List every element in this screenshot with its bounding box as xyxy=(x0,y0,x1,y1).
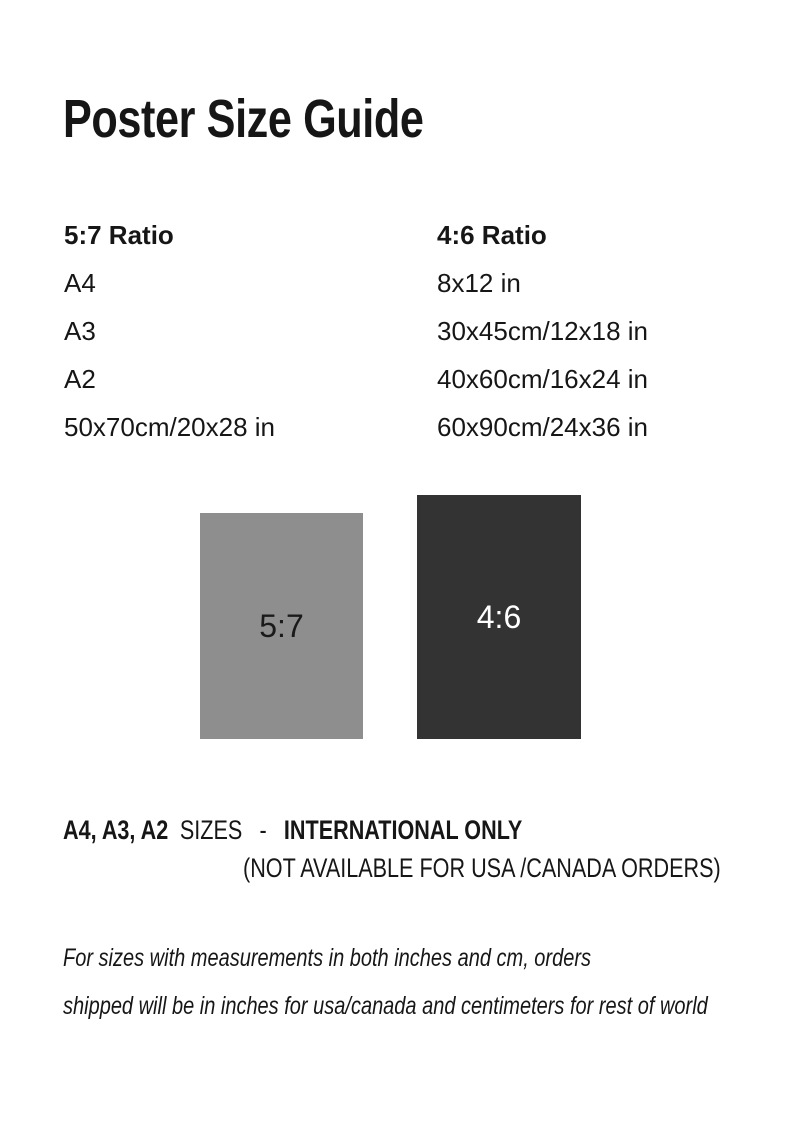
page-title: Poster Size Guide xyxy=(63,89,424,149)
ratio-preview-4-6: 4:6 xyxy=(417,495,581,739)
availability-highlight: INTERNATIONAL ONLY xyxy=(283,815,523,845)
shipping-note: For sizes with measurements in both inch… xyxy=(63,946,794,1019)
column-header-4-6: 4:6 Ratio xyxy=(437,220,547,250)
availability-separator: - xyxy=(259,815,267,845)
size-item: 8x12 in xyxy=(437,268,521,298)
ratio-column-5-7: 5:7 Ratio A4 A3 A2 50x70cm/20x28 in xyxy=(64,222,275,462)
availability-sizes-word: SIZES xyxy=(179,815,243,845)
size-item: 50x70cm/20x28 in xyxy=(64,412,276,442)
availability-note-line2: (NOT AVAILABLE FOR USA /CANADA ORDERS) xyxy=(243,853,721,883)
size-item: A3 xyxy=(64,316,96,346)
shipping-note-line1: For sizes with measurements in both inch… xyxy=(63,944,591,972)
ratio-preview-label-5-7: 5:7 xyxy=(259,608,304,644)
ratio-column-4-6: 4:6 Ratio 8x12 in 30x45cm/12x18 in 40x60… xyxy=(437,222,648,462)
availability-note-line1: A4, A3, A2 SIZES - INTERNATIONAL ONLY xyxy=(63,817,685,844)
size-item: 40x60cm/16x24 in xyxy=(437,364,649,394)
size-item: A4 xyxy=(64,268,96,298)
shipping-note-line2: shipped will be in inches for usa/canada… xyxy=(63,992,708,1020)
availability-note: A4, A3, A2 SIZES - INTERNATIONAL ONLY (N… xyxy=(63,817,794,882)
size-item: 30x45cm/12x18 in xyxy=(437,316,649,346)
ratio-preview-label-4-6: 4:6 xyxy=(476,599,522,635)
column-header-5-7: 5:7 Ratio xyxy=(64,220,174,250)
ratio-preview-5-7: 5:7 xyxy=(200,513,363,739)
availability-sizes: A4, A3, A2 xyxy=(63,815,169,845)
size-item: 60x90cm/24x36 in xyxy=(437,412,649,442)
size-item: A2 xyxy=(64,364,96,394)
